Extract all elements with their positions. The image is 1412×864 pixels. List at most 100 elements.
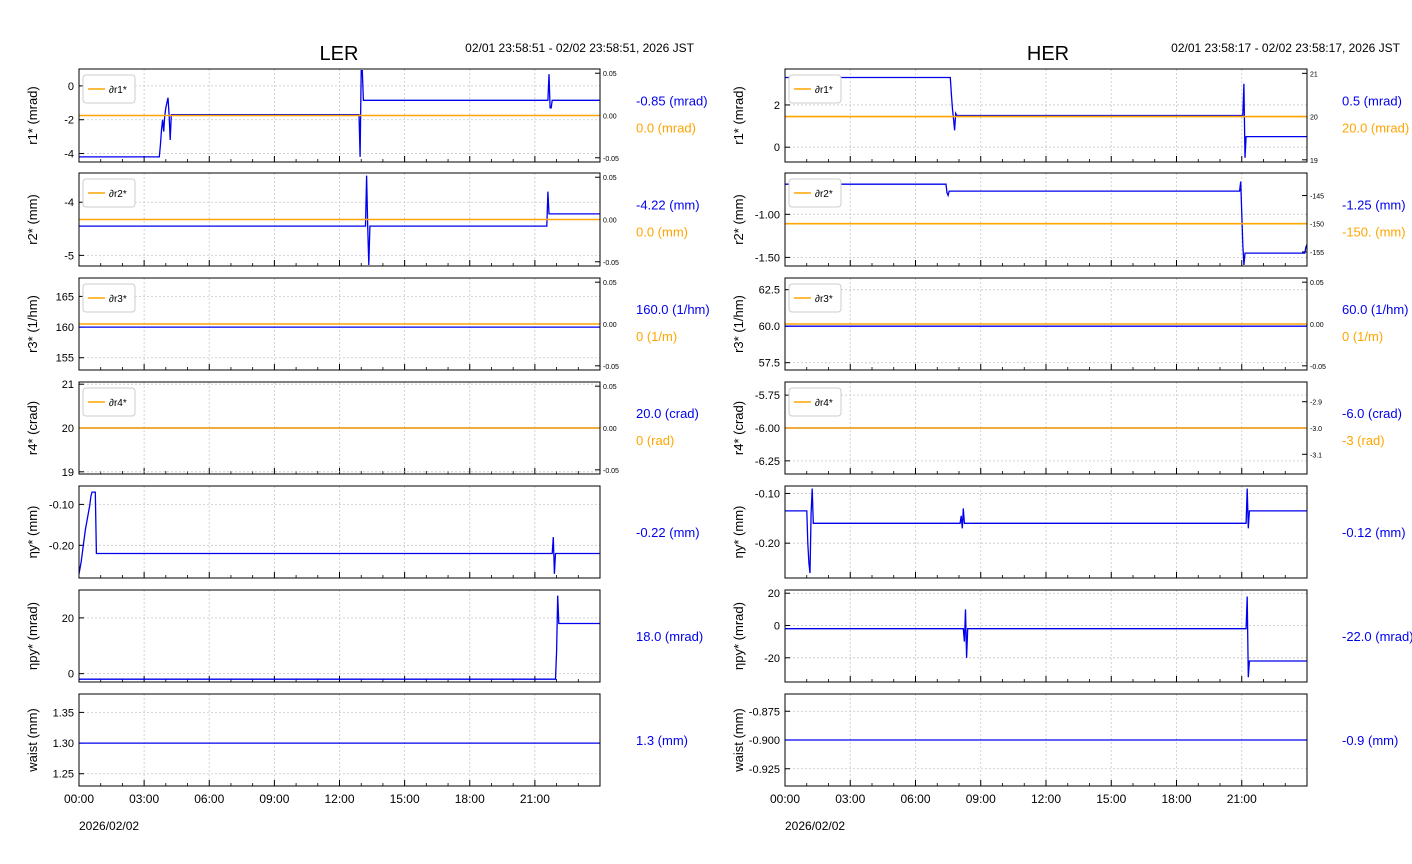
y-axis-label: waist (mm) <box>731 708 746 773</box>
right-y-tick-label: -0.05 <box>1310 364 1326 371</box>
current-value-label: 0.5 (mrad) <box>1342 94 1402 109</box>
panel-2: -1.00 -1.50 -145 -150 -155 ∂r2* r2* (mm) -1.25 … <box>731 172 1406 267</box>
y-tick-label: -0.900 <box>749 735 780 747</box>
offset-value-label: 0 (rad) <box>636 433 674 448</box>
legend-box <box>788 283 842 313</box>
y-tick-label: -0.20 <box>49 540 74 552</box>
legend-box <box>82 387 136 417</box>
y-tick-label: 62.5 <box>759 285 780 297</box>
legend-box <box>788 74 842 104</box>
plot-frame <box>78 381 601 475</box>
date-label: 2026/02/02 <box>785 819 845 833</box>
y-tick-label: 19 <box>62 467 74 479</box>
plot-frame <box>78 68 601 163</box>
legend-label: ∂r1* <box>109 85 127 96</box>
ler-column: LER 02/01 23:58:51 - 02/02 23:58:51, 2026… <box>25 41 710 833</box>
right-y-tick-label: 0.05 <box>603 71 617 78</box>
current-value-label: -0.9 (mm) <box>1342 733 1398 748</box>
current-value-label: -0.85 (mrad) <box>636 94 708 109</box>
right-y-tick-label: -3.0 <box>1310 426 1322 433</box>
y-tick-label: -0.875 <box>749 706 780 718</box>
current-value-label: 160.0 (1/hm) <box>636 302 710 317</box>
plot-frame <box>784 485 1308 579</box>
series-line-r2 <box>79 175 600 266</box>
y-axis-label: r1* (mrad) <box>731 86 746 145</box>
legend: ∂r3* <box>788 283 842 313</box>
right-y-tick-label: 0.00 <box>603 426 617 433</box>
series-line-r2 <box>785 181 1308 266</box>
x-tick-label: 00:00 <box>770 792 800 806</box>
x-tick-label: 21:00 <box>1227 792 1257 806</box>
y-axis-label: ηy* (mm) <box>25 506 40 559</box>
right-y-tick-label: 0.05 <box>603 280 617 287</box>
x-tick-label: 12:00 <box>1031 792 1061 806</box>
offset-value-label: 0.0 (mm) <box>636 225 688 240</box>
plot-frame <box>784 68 1308 163</box>
x-tick-label: 12:00 <box>324 792 354 806</box>
legend-label: ∂r2* <box>815 189 833 200</box>
x-tick-label: 06:00 <box>900 792 930 806</box>
offset-value-label: 0 (1/m) <box>1342 329 1383 344</box>
right-y-tick-label: -150 <box>1310 222 1324 229</box>
legend: ∂r2* <box>788 178 842 208</box>
series-line-py <box>79 595 600 680</box>
legend-label: ∂r2* <box>109 189 127 200</box>
y-axis-label: r4* (crad) <box>25 401 40 455</box>
her-column: HER 02/01 23:58:17 - 02/02 23:58:17, 2026… <box>731 41 1412 833</box>
y-tick-label: -0.20 <box>755 538 780 550</box>
series-line-py <box>785 596 1307 678</box>
offset-value-label: 0 (1/m) <box>636 329 677 344</box>
y-tick-label: -2 <box>64 115 74 127</box>
legend-box <box>82 74 136 104</box>
x-tick-label: 21:00 <box>520 792 550 806</box>
y-axis-label: waist (mm) <box>25 708 40 773</box>
x-tick-label: 06:00 <box>194 792 224 806</box>
panel-3: 165 160 155 0.05 0.00 -0.05 ∂r3* r3* (1/hm) 160.… <box>25 277 710 371</box>
legend: ∂r4* <box>82 387 136 417</box>
x-tick-label: 03:00 <box>129 792 159 806</box>
y-tick-label: -4 <box>64 197 74 209</box>
legend-label: ∂r3* <box>815 294 833 305</box>
panel-4: 21 20 19 0.05 0.00 -0.05 ∂r4* r4* (crad) 20.0 (c… <box>25 379 699 479</box>
current-value-label: -6.0 (crad) <box>1342 406 1402 421</box>
y-tick-label: 20 <box>62 613 74 625</box>
series-line-r1 <box>785 76 1307 158</box>
legend-label: ∂r3* <box>109 294 127 305</box>
y-tick-label: -0.10 <box>755 488 780 500</box>
y-axis-label: ηpy* (mrad) <box>25 602 40 670</box>
y-tick-label: 2 <box>774 100 780 112</box>
y-tick-label: 20 <box>62 423 74 435</box>
plot-frame <box>78 693 601 787</box>
y-tick-label: 0 <box>68 669 74 681</box>
panel-2: -4 -5 0.05 0.00 -0.05 ∂r2* r2* (mm) -4.22 (mm) 0… <box>25 172 700 267</box>
y-tick-label: 20 <box>768 588 780 600</box>
y-axis-label: ηy* (mm) <box>731 506 746 559</box>
legend-box <box>788 178 842 208</box>
x-tick-label: 09:00 <box>966 792 996 806</box>
x-tick-label: 18:00 <box>1161 792 1191 806</box>
right-y-tick-label: 0.00 <box>603 218 617 225</box>
series-line-y <box>785 488 1307 574</box>
panel-1: 0 -2 -4 0.05 0.00 -0.05 ∂r1* r1* (mrad) -0.85 (m… <box>25 68 708 163</box>
plot-frame <box>78 172 601 267</box>
y-tick-label: -4 <box>64 149 74 161</box>
panel-3: 62.5 60.0 57.5 0.05 0.00 -0.05 ∂r3* r3* (1/hm) 6… <box>731 277 1408 371</box>
series-line-y <box>78 491 600 575</box>
legend-label: ∂r4* <box>109 398 127 409</box>
y-tick-label: 57.5 <box>759 358 780 370</box>
y-tick-label: -1.50 <box>755 252 780 264</box>
y-axis-label: r2* (mm) <box>25 194 40 245</box>
offset-value-label: -3 (rad) <box>1342 433 1385 448</box>
y-axis-label: r4* (crad) <box>731 401 746 455</box>
x-tick-label: 09:00 <box>259 792 289 806</box>
offset-value-label: -150. (mm) <box>1342 225 1406 240</box>
panel-6: 20 0 ηpy* (mrad) 18.0 (mrad) <box>25 589 703 683</box>
plot-frame <box>784 693 1308 787</box>
plot-frame <box>784 381 1308 475</box>
x-tick-label: 15:00 <box>390 792 420 806</box>
right-y-tick-label: 0.05 <box>603 175 617 182</box>
right-y-tick-label: 0.05 <box>1310 280 1324 287</box>
right-y-tick-label: 0.00 <box>1310 322 1324 329</box>
